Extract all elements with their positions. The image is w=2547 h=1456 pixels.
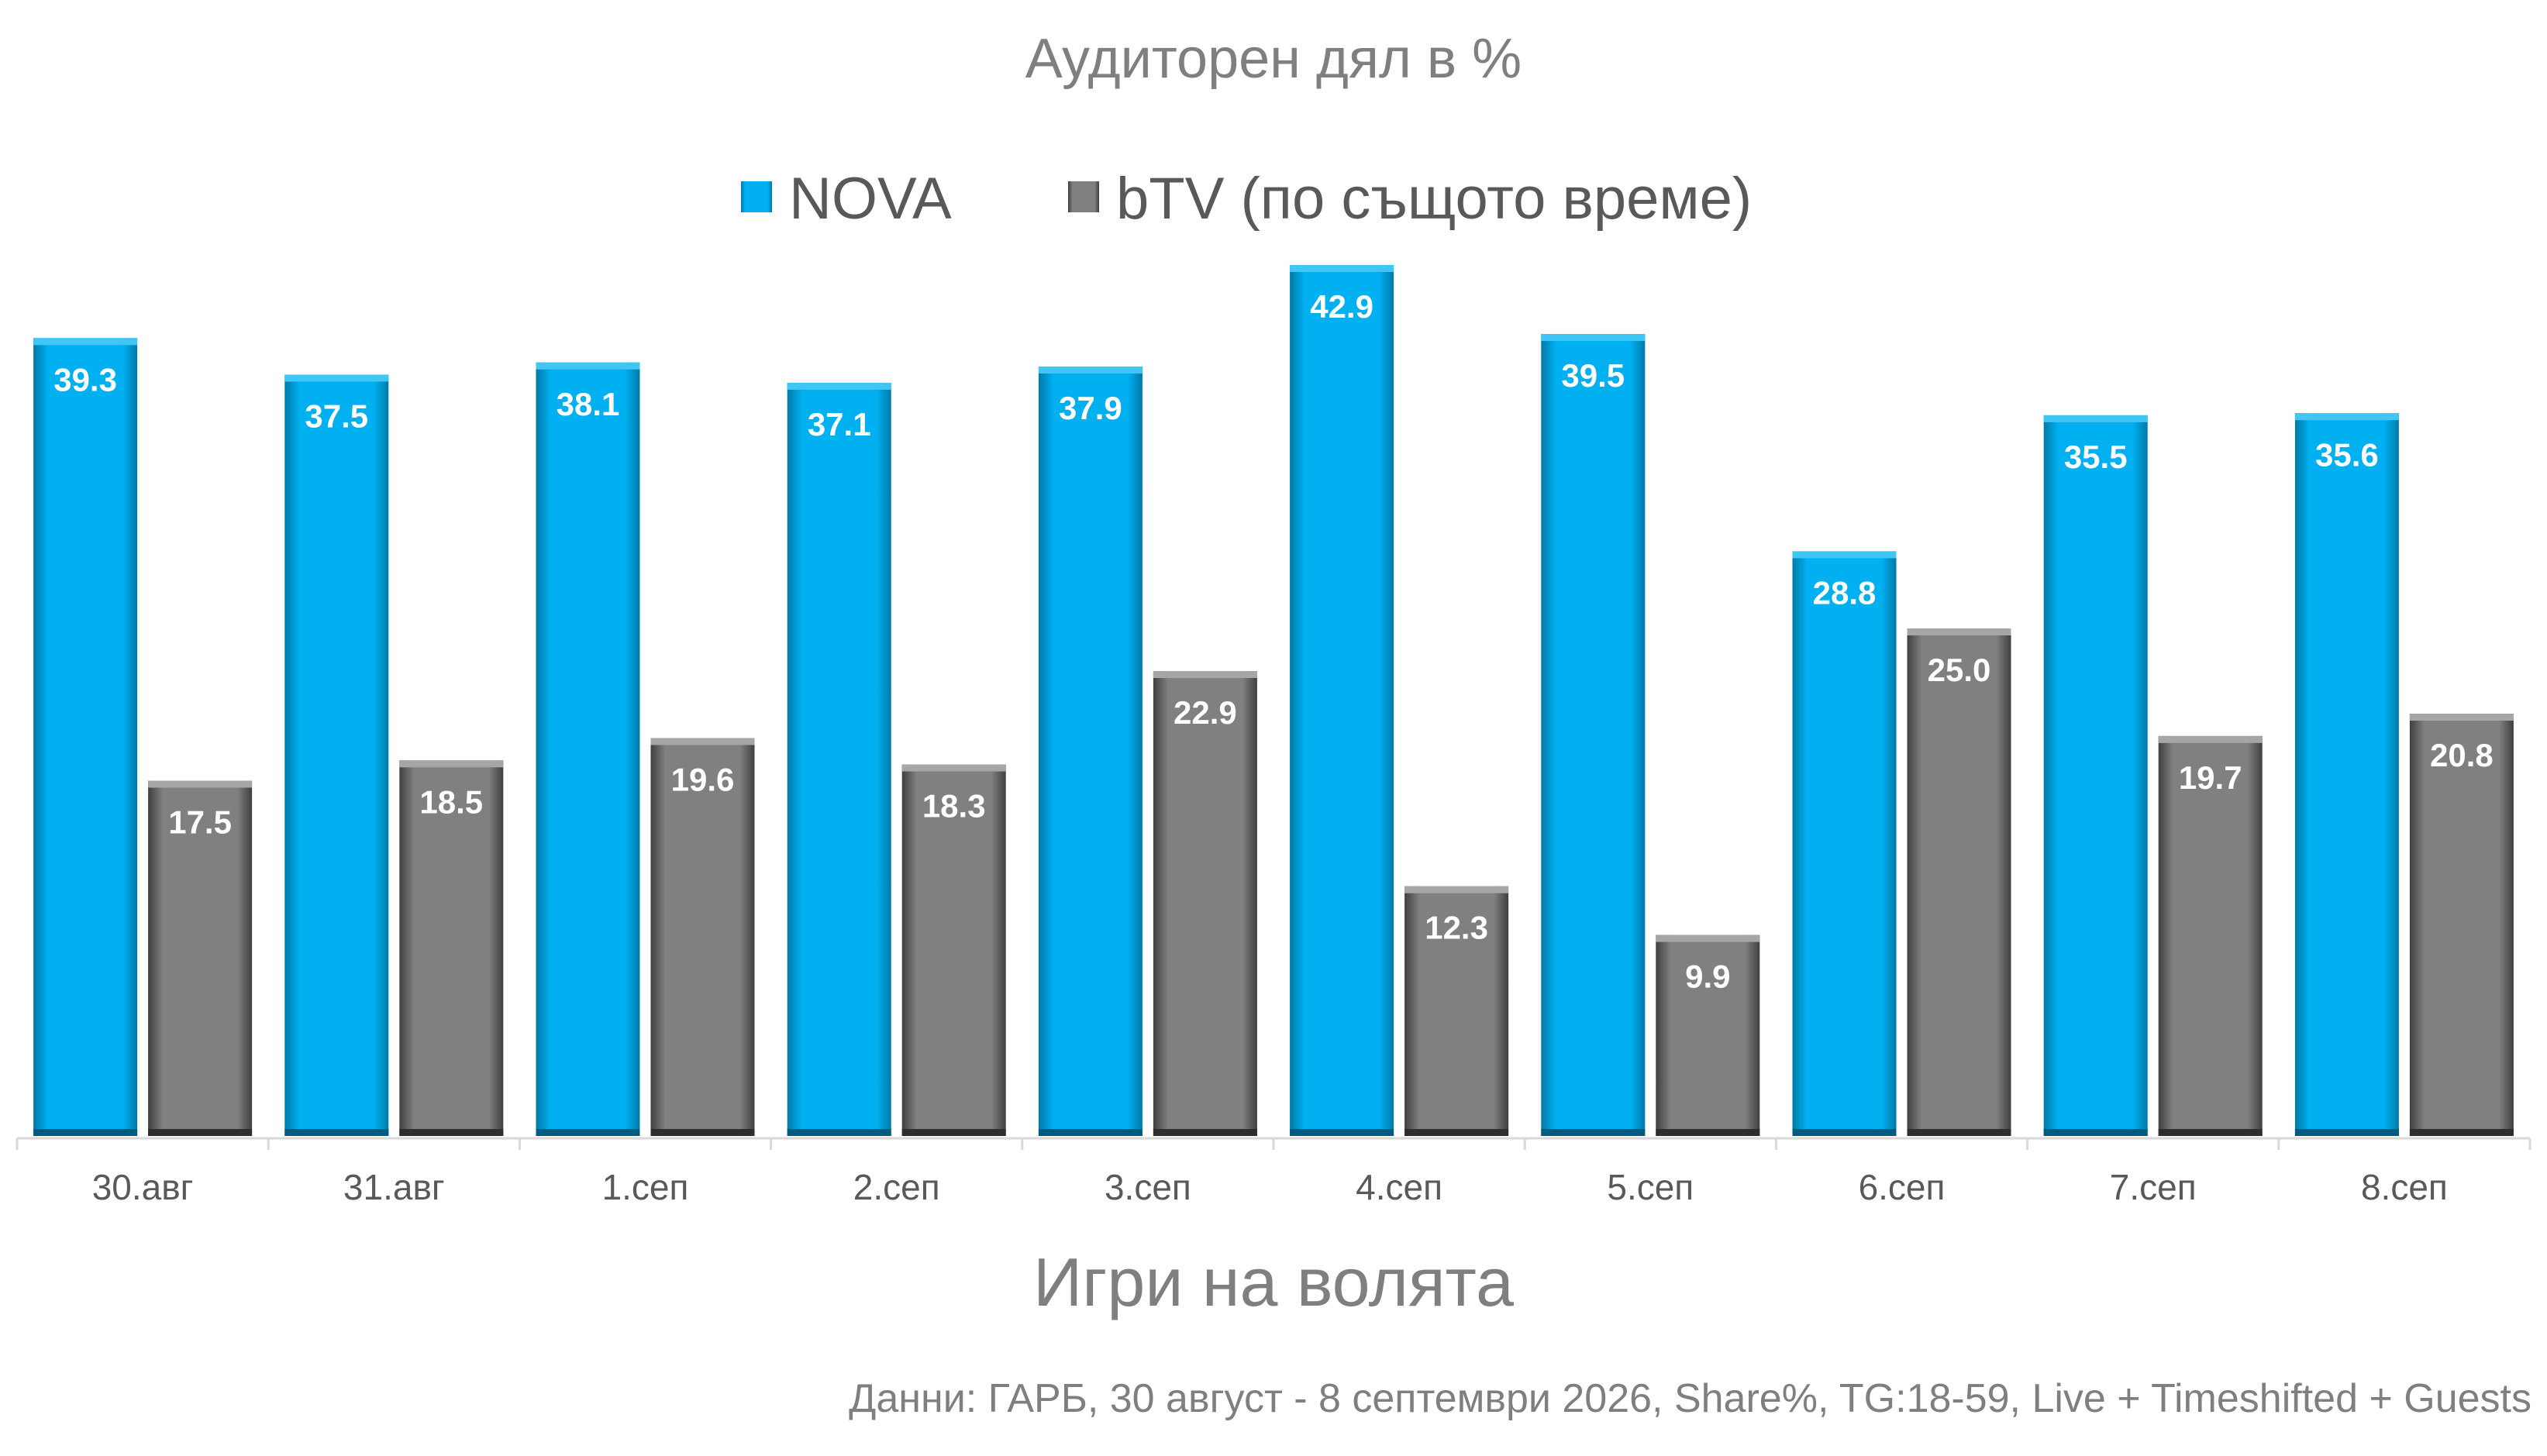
data-label-btv-7: 9.9 [1685,959,1730,995]
bar-nova-10 [2294,413,2399,1136]
data-label-nova-10: 35.6 [2315,436,2379,473]
data-label-btv-4: 18.3 [922,788,986,824]
bar-nova-1 [33,338,138,1137]
data-label-nova-7: 39.5 [1561,357,1625,394]
legend: NOVA bTV (по същото време) [741,166,1752,232]
bar-nova-3 [536,362,640,1137]
x-tick-label-1: 30.авг [92,1167,194,1207]
bar-btv-9 [2158,735,2263,1136]
bar-nova-6 [1290,265,1394,1136]
legend-item-nova: NOVA [741,166,952,232]
x-tick-label-4: 2.сеп [853,1167,940,1207]
bar-btv-8 [1907,628,2011,1136]
bar-btv-1 [148,780,253,1136]
bar-btv-7 [1656,935,1760,1136]
data-label-nova-2: 37.5 [305,398,368,434]
bar-nova-2 [284,374,389,1136]
x-tick-label-3: 1.сеп [602,1167,689,1207]
x-tick-label-5: 3.сеп [1105,1167,1191,1207]
bar-btv-6 [1404,886,1509,1136]
bar-nova-4 [787,382,891,1136]
legend-swatch-nova [741,181,772,212]
chart-title: Аудиторен дял в % [1025,28,1522,90]
data-label-btv-8: 25.0 [1928,652,1991,688]
x-tick-label-7: 5.сеп [1607,1167,1694,1207]
x-tick-label-6: 4.сеп [1356,1167,1442,1207]
bar-btv-4 [901,764,1006,1136]
data-label-nova-9: 35.5 [2064,439,2128,475]
bar-btv-2 [399,760,504,1136]
data-label-btv-5: 22.9 [1174,694,1237,731]
bar-btv-10 [2409,714,2514,1136]
data-label-nova-3: 38.1 [557,386,620,422]
x-axis-title: Игри на волята [1033,1244,1514,1320]
data-label-btv-9: 19.7 [2179,759,2242,796]
data-label-btv-1: 17.5 [168,804,232,840]
data-label-btv-3: 19.6 [671,761,735,797]
bar-nova-5 [1038,367,1143,1136]
data-label-btv-2: 18.5 [419,783,483,820]
bar-btv-5 [1153,671,1257,1136]
legend-swatch-btv [1068,181,1099,212]
data-label-nova-6: 42.9 [1310,288,1373,325]
bar-nova-9 [2043,415,2148,1136]
data-label-nova-5: 37.9 [1059,390,1122,426]
legend-label-btv: bTV (по същото време) [1116,166,1752,232]
data-label-nova-4: 37.1 [808,406,871,442]
source-note: Данни: ГАРБ, 30 август - 8 септември 202… [849,1376,2531,1421]
x-tick-label-2: 31.авг [343,1167,445,1207]
data-label-nova-1: 39.3 [53,361,117,398]
legend-item-btv: bTV (по същото време) [1068,166,1752,232]
x-tick-label-8: 6.сеп [1859,1167,1946,1207]
x-tick-label-10: 8.сеп [2361,1167,2448,1207]
x-tick-label-9: 7.сеп [2110,1167,2197,1207]
bar-nova-8 [1792,551,1897,1136]
legend-label-nova: NOVA [789,166,952,232]
bar-nova-7 [1541,334,1646,1137]
data-label-btv-6: 12.3 [1425,910,1488,946]
plot-area: 39.3 17.5 30.авг 37.5 18.5 31.авг 38.1 19.6 1.се… [16,265,2531,1207]
data-label-btv-10: 20.8 [2430,737,2494,773]
bar-btv-3 [650,738,755,1136]
data-label-nova-8: 28.8 [1813,574,1877,611]
